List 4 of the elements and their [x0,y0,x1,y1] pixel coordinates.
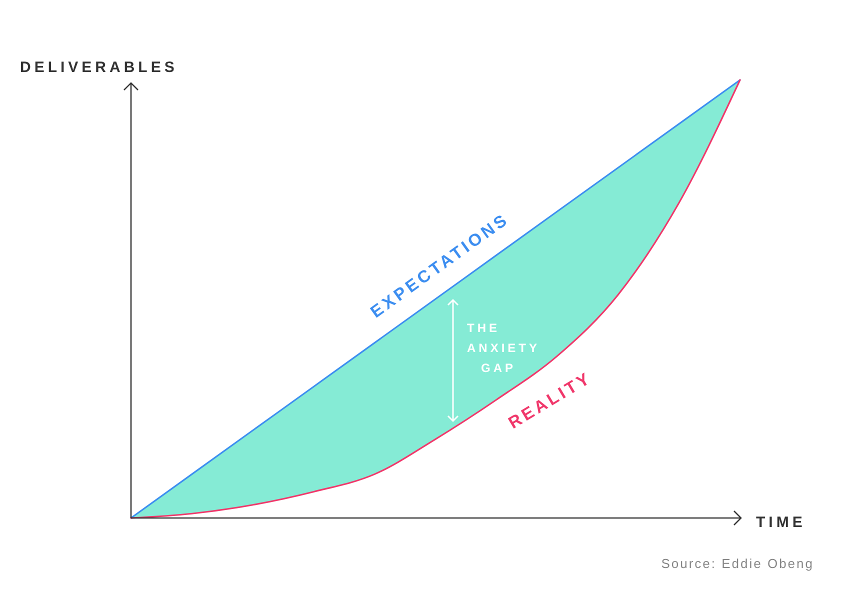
x-axis-title: TIME [756,514,806,531]
annotation: THE ANXIETY GAP [467,321,540,375]
y-axis-title: DELIVERABLES [20,59,178,76]
source-note: Source: Eddie Obeng [661,556,814,571]
